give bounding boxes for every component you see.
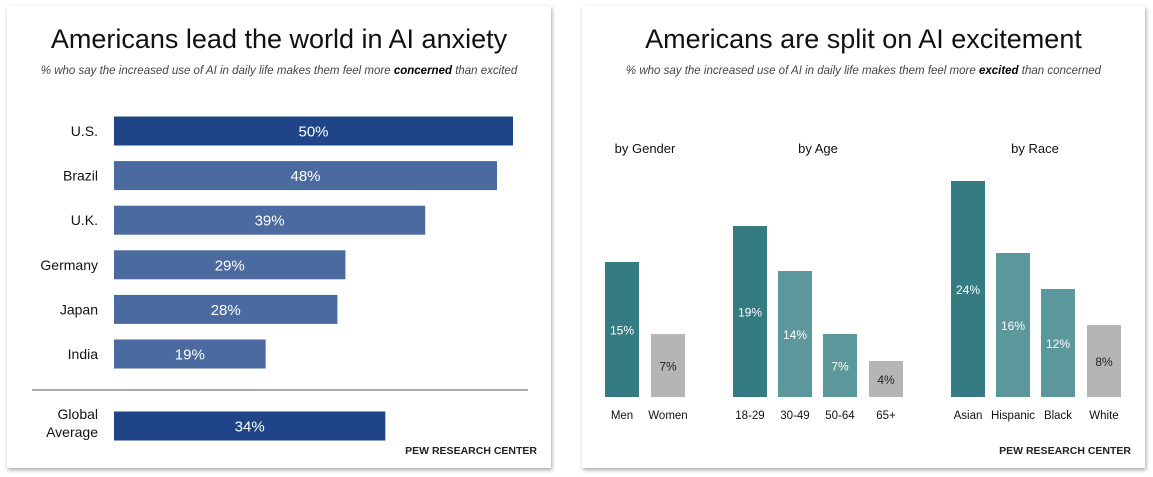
bar xyxy=(778,271,812,397)
category-label: U.K. xyxy=(71,212,98,228)
source-label: PEW RESEARCH CENTER xyxy=(405,445,537,457)
category-label: Hispanic xyxy=(991,410,1035,422)
bar xyxy=(114,339,266,369)
bar xyxy=(996,253,1030,397)
category-label: Germany xyxy=(40,257,98,273)
data-label: 12% xyxy=(1046,337,1070,351)
data-label: 19% xyxy=(175,347,205,364)
bar xyxy=(605,262,639,397)
bar xyxy=(1087,325,1121,397)
bar xyxy=(651,334,685,397)
data-label: 39% xyxy=(255,213,285,230)
chart-subtitle: % who say the increased use of AI in dai… xyxy=(40,65,518,77)
bar-average xyxy=(114,411,386,441)
category-label: Asian xyxy=(954,410,983,422)
data-label: 34% xyxy=(235,419,265,436)
bar xyxy=(114,161,498,191)
data-label: 15% xyxy=(610,324,634,338)
group-label: by Gender xyxy=(615,141,676,156)
category-label: Men xyxy=(611,410,633,422)
chart-title: Americans lead the world in AI anxiety xyxy=(50,24,508,54)
category-label: Black xyxy=(1044,410,1072,422)
category-label: 65+ xyxy=(876,410,896,422)
category-label: 30-49 xyxy=(780,410,809,422)
data-label: 7% xyxy=(659,360,677,374)
chart-subtitle: % who say the increased use of AI in dai… xyxy=(625,65,1102,77)
category-label: India xyxy=(68,346,99,362)
data-label: 24% xyxy=(956,283,980,297)
data-label: 28% xyxy=(211,302,241,319)
category-label: White xyxy=(1089,410,1118,422)
anxiety-chart-card: Americans lead the world in AI anxiety %… xyxy=(7,6,551,468)
horizontal-bar-chart: U.S. 50% Brazil 48% U.K. 39% Germany 29% Japan 28… xyxy=(32,116,528,441)
bar xyxy=(114,294,338,324)
chart-title: Americans are split on AI excitement xyxy=(645,24,1082,54)
data-label: 14% xyxy=(783,328,807,342)
grouped-bar-chart: by Gender 15% Men 7% Women by Age 19% 18-29 14% 3… xyxy=(605,141,1121,422)
average-label: Global xyxy=(58,406,98,422)
bar xyxy=(823,334,857,397)
category-label: 18-29 xyxy=(735,410,764,422)
bar xyxy=(869,361,903,397)
data-label: 29% xyxy=(215,257,245,274)
group-label: by Age xyxy=(798,141,838,156)
category-label: 50-64 xyxy=(825,410,855,422)
bar xyxy=(733,226,767,397)
category-label: U.S. xyxy=(71,123,98,139)
category-label: Japan xyxy=(60,301,98,317)
source-label: PEW RESEARCH CENTER xyxy=(999,445,1131,457)
bar xyxy=(1041,289,1075,397)
bar xyxy=(114,205,426,235)
bar xyxy=(114,116,513,146)
data-label: 48% xyxy=(291,168,321,185)
data-label: 8% xyxy=(1095,355,1113,369)
data-label: 16% xyxy=(1001,319,1025,333)
bar xyxy=(114,250,346,280)
data-label: 19% xyxy=(738,306,762,320)
data-label: 7% xyxy=(831,360,849,374)
category-label: Women xyxy=(648,410,687,422)
data-label: 4% xyxy=(877,373,895,387)
group-label: by Race xyxy=(1011,141,1059,156)
category-label: Brazil xyxy=(63,168,98,184)
data-label: 50% xyxy=(298,124,328,141)
bar xyxy=(951,181,985,397)
average-label: Average xyxy=(46,424,98,440)
excitement-chart-card: Americans are split on AI excitement % w… xyxy=(582,6,1145,468)
